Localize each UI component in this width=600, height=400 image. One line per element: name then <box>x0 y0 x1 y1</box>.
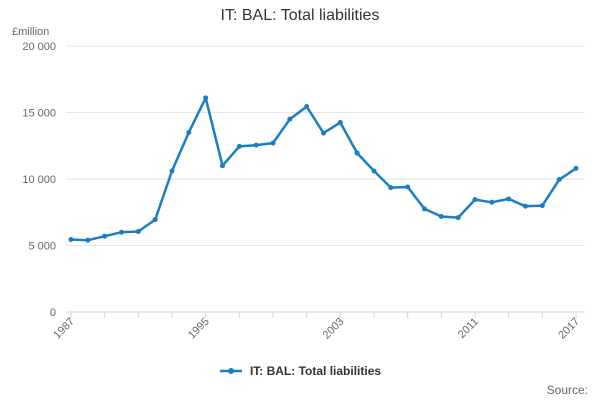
data-point-marker <box>203 95 209 101</box>
data-point-marker <box>556 177 562 183</box>
data-point-marker <box>422 206 427 212</box>
data-point-marker <box>119 229 124 235</box>
legend-series-symbol-icon <box>219 368 242 374</box>
data-point-marker <box>506 196 512 202</box>
data-point-marker <box>405 184 411 190</box>
data-point-marker <box>253 142 259 148</box>
y-axis-unit-label: £million <box>12 26 50 38</box>
x-axis-tick-label: 2017 <box>556 316 582 342</box>
legend-item[interactable]: IT: BAL: Total liabilities <box>219 364 381 378</box>
y-axis-tick-label: 15 000 <box>22 108 56 120</box>
data-point-marker <box>354 150 360 156</box>
data-point-marker <box>152 217 158 223</box>
data-point-marker <box>337 119 343 125</box>
chart-title: IT: BAL: Total liabilities <box>220 7 380 24</box>
data-point-marker <box>85 237 91 243</box>
data-point-marker <box>169 168 175 174</box>
data-point-marker <box>455 215 461 221</box>
data-point-marker <box>472 197 478 203</box>
legend: IT: BAL: Total liabilities <box>0 364 600 378</box>
x-axis-tick-label: 2011 <box>456 316 481 341</box>
data-point-marker <box>321 130 326 136</box>
data-point-marker <box>304 104 310 110</box>
data-point-marker <box>371 168 377 174</box>
data-point-marker <box>438 214 444 220</box>
data-point-marker <box>523 203 528 209</box>
data-point-marker <box>236 143 242 149</box>
x-axis-tick-label: 2003 <box>321 316 347 342</box>
y-axis-tick-label: 10 000 <box>22 174 56 186</box>
data-point-marker <box>287 116 293 122</box>
data-point-marker <box>539 203 545 209</box>
data-point-marker <box>489 199 495 205</box>
data-point-marker <box>68 237 74 243</box>
data-point-marker <box>220 163 225 169</box>
series-line <box>69 96 578 242</box>
source-label: Source: <box>546 383 588 397</box>
legend-label: IT: BAL: Total liabilities <box>249 364 382 378</box>
y-axis-tick-label: 0 <box>50 307 56 319</box>
data-point-marker <box>573 165 579 171</box>
x-axis-tick-label: 1987 <box>51 316 77 342</box>
data-point-marker <box>102 233 108 239</box>
y-axis-tick-label: 20 000 <box>22 41 56 53</box>
data-point-marker <box>186 129 192 135</box>
data-point-marker <box>135 229 141 235</box>
data-point-marker <box>388 185 394 191</box>
x-axis-tick-label: 1995 <box>186 316 212 342</box>
y-axis-tick-label: 5 000 <box>28 241 56 253</box>
data-point-marker <box>270 140 276 146</box>
